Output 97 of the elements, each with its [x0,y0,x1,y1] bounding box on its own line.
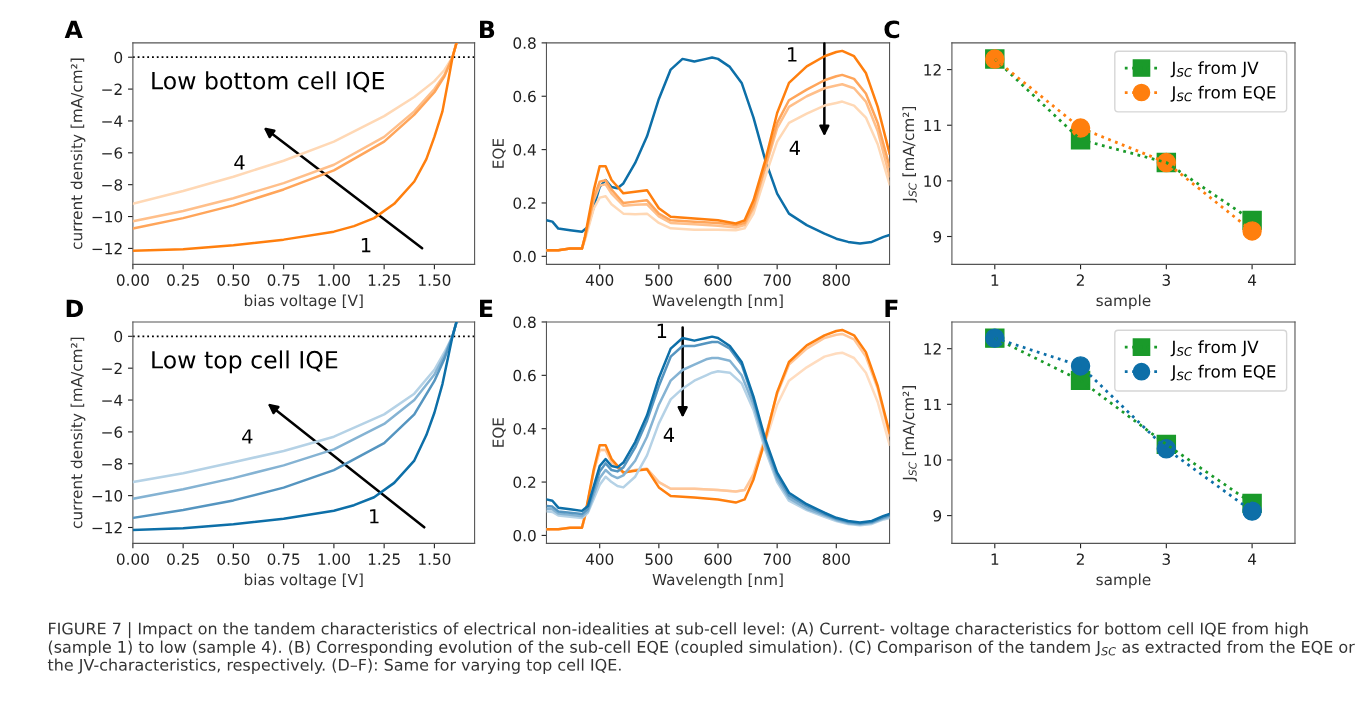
x-tick-label: 1.00 [318,553,350,565]
chart-title: F [885,299,898,318]
x-tick-label: 400 [585,553,614,565]
x-tick-label: 1.50 [419,274,451,286]
legend-label: J$_{SC}$ from JV [1170,61,1259,78]
legend-label: J$_{SC}$ from JV [1170,340,1259,357]
y-tick-label: −8 [102,179,123,191]
y-tick-label: 0.2 [513,476,536,489]
x-tick-label: 600 [704,553,732,565]
annotation: 4 [234,155,245,170]
y-tick-label: 0.0 [513,529,536,542]
x-tick-label: 2 [1076,274,1084,286]
y-tick-label: 9 [933,510,942,522]
x-tick-label: 800 [822,553,850,565]
y-tick-label: 0.2 [513,197,536,209]
legend-label: J$_{SC}$ from EQE [1170,364,1276,381]
x-tick-label: 0.00 [116,274,149,286]
y-tick-label: −2 [102,362,122,374]
x-tick-label: 3 [1162,553,1170,565]
x-axis-title: sample [1096,294,1151,310]
annotation: 4 [663,427,675,443]
y-axis-title: J$_{SC}$ [mA/cm²] [902,106,918,203]
y-tick-label: 10 [924,175,942,187]
y-tick-label: 0.6 [513,90,536,103]
x-tick-label: 500 [645,274,673,286]
chart-title: E [480,299,493,318]
x-tick-label: 4 [1247,553,1257,565]
y-tick-label: 12 [924,64,941,76]
y-tick-label: 11 [924,119,941,132]
text: FIGURE 7 | Impact on the tandem characteristics of electrical non-idealities at sub-cell level: (A) Current- voltage characteristics for bottom cell IQE from high (sample 1) to low (sample 4). (B) Corresponding evolution of the sub-cell EQE (coupled simulation). (C) Comparison of the tandem J$_{SC}$ as extracted from the EQE or the JV-characteristics, respectively. (D–F): Same for varying top cell IQE. [47,622,1355,674]
x-tick-label: 0.00 [116,553,149,565]
y-tick-label: 0.4 [513,423,536,435]
y-axis-title: EQE [492,418,506,447]
legend-label: J$_{SC}$ from EQE [1170,85,1276,102]
x-tick-label: 600 [704,274,732,286]
x-tick-label: 500 [645,553,673,565]
y-axis-title: J$_{SC}$ [mA/cm²] [902,386,918,482]
chart-title: B [480,20,495,38]
x-tick-label: 1.25 [368,274,400,286]
y-tick-label: −4 [102,394,123,406]
y-axis-title: current density [mA/cm²] [70,337,86,529]
x-tick-label: 1 [991,553,999,565]
y-tick-label: −12 [92,242,122,255]
x-tick-label: 2 [1076,553,1084,565]
x-tick-label: 800 [822,274,850,286]
chart-title: A [64,20,83,38]
annotation: 1 [657,323,667,338]
x-axis-title: Wavelength [nm] [652,294,783,310]
y-axis-title: EQE [492,138,506,168]
x-tick-label: 1 [991,274,999,286]
y-tick-label: 10 [924,454,942,466]
y-tick-label: 0.0 [513,250,536,263]
chart-title: D [66,299,83,318]
x-tick-label: 400 [585,274,614,286]
annotation: Low top cell IQE [152,350,338,374]
y-tick-label: −4 [102,115,123,127]
y-tick-label: −10 [92,490,123,502]
x-tick-label: 0.75 [267,274,300,286]
chart-title: C [884,20,900,39]
y-tick-label: −6 [102,147,123,159]
x-axis-title: bias voltage [V] [244,573,363,589]
x-tick-label: 1.00 [318,274,350,286]
x-axis-title: Wavelength [nm] [652,573,783,589]
x-tick-label: 4 [1247,274,1257,286]
y-tick-label: 0.6 [513,369,536,382]
x-tick-label: 0.50 [217,274,250,286]
annotation: 1 [370,509,379,524]
annotation: 1 [788,47,797,62]
y-tick-label: −10 [92,211,123,223]
y-tick-label: 0.8 [513,37,536,49]
x-axis-title: bias voltage [V] [244,294,363,310]
y-tick-label: 11 [924,398,941,411]
x-tick-label: 0.75 [267,553,300,565]
x-tick-label: 0.25 [167,274,199,286]
x-axis-title: sample [1096,573,1151,589]
y-tick-label: 12 [924,343,941,355]
y-tick-label: −2 [102,83,122,95]
y-tick-label: −12 [92,521,122,534]
x-tick-label: 1.25 [368,553,400,565]
annotation: 4 [789,140,800,155]
y-tick-label: 0 [114,51,123,64]
y-tick-label: 0 [114,330,123,343]
x-tick-label: 3 [1162,274,1170,286]
annotation: 4 [242,429,253,444]
x-tick-label: 0.50 [217,553,250,565]
x-tick-label: 0.25 [167,553,199,565]
y-tick-label: 0.4 [513,144,536,156]
x-tick-label: 700 [763,553,791,565]
x-tick-label: 1.50 [419,553,451,565]
y-tick-label: −8 [102,458,123,470]
y-tick-label: 9 [933,230,942,243]
annotation: 1 [361,238,371,253]
annotation: Low bottom cell IQE [152,71,384,93]
x-tick-label: 700 [763,274,791,286]
y-tick-label: −6 [102,426,123,438]
y-axis-title: current density [mA/cm²] [70,58,86,250]
y-tick-label: 0.8 [513,316,536,328]
